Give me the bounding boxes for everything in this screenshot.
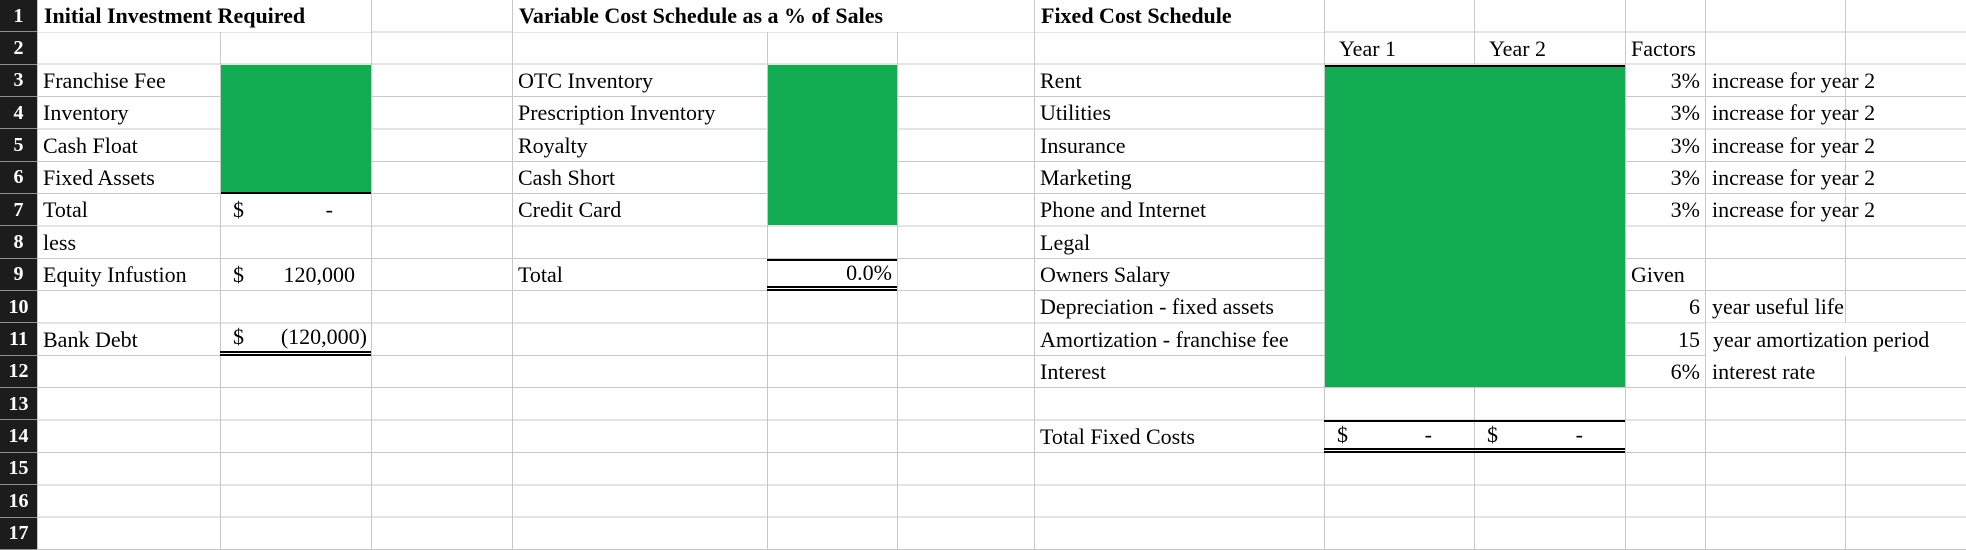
cell-j9-owners-salary-factor[interactable]: Given	[1631, 261, 1685, 287]
highlight-range-b3-b6[interactable]	[221, 64, 371, 195]
cell-b9-equity-value[interactable]: $ 120,000	[220, 259, 371, 291]
cell-g1-fixed-cost-title[interactable]: Fixed Cost Schedule	[1035, 0, 1324, 33]
row-header-11[interactable]: 11	[0, 323, 37, 356]
cell-g12-interest[interactable]: Interest	[1040, 358, 1106, 384]
cell-d3-otc-inventory[interactable]: OTC Inventory	[518, 67, 654, 93]
cell-j6-marketing-factor[interactable]: 3%	[1670, 164, 1700, 190]
currency-symbol: $	[233, 197, 244, 223]
currency-symbol: $	[233, 324, 244, 350]
cell-b11-bank-debt-value[interactable]: $ (120,000)	[220, 323, 371, 356]
cell-j4-utilities-factor[interactable]: 3%	[1670, 100, 1700, 126]
cell-d7-credit-card[interactable]: Credit Card	[518, 197, 622, 223]
row-header-5[interactable]: 5	[0, 129, 37, 162]
cell-d4-prescription-inventory[interactable]: Prescription Inventory	[518, 100, 716, 126]
amount: 120,000	[283, 261, 356, 287]
cell-k10-depreciation-note[interactable]: year useful life	[1712, 294, 1844, 320]
cell-k7-phone-note[interactable]: increase for year 2	[1712, 197, 1876, 223]
cell-e9-total-percent[interactable]: 0.0%	[767, 258, 897, 292]
row-header-3[interactable]: 3	[0, 64, 37, 98]
cell-a7-total[interactable]: Total	[43, 197, 88, 223]
cell-b7-total-value[interactable]: $ -	[220, 194, 371, 226]
cell-d9-total[interactable]: Total	[518, 261, 563, 287]
row-header-4[interactable]: 4	[0, 97, 37, 130]
cell-g9-owners-salary[interactable]: Owners Salary	[1040, 261, 1171, 287]
cell-a4-inventory[interactable]: Inventory	[43, 100, 129, 126]
highlight-range-h3-i12[interactable]	[1325, 64, 1625, 388]
cell-g3-rent[interactable]: Rent	[1040, 67, 1082, 93]
cell-j3-rent-factor[interactable]: 3%	[1670, 67, 1700, 93]
cell-k4-utilities-note[interactable]: increase for year 2	[1712, 100, 1876, 126]
amount: -	[1424, 422, 1432, 448]
cell-a1-initial-investment-title[interactable]: Initial Investment Required	[38, 0, 371, 33]
cell-a3-franchise-fee[interactable]: Franchise Fee	[43, 67, 166, 93]
cell-d6-cash-short[interactable]: Cash Short	[518, 164, 616, 190]
row-header-1[interactable]: 1	[0, 0, 37, 33]
cell-g14-total-fixed-costs[interactable]: Total Fixed Costs	[1040, 423, 1195, 449]
cell-j12-interest-factor[interactable]: 6%	[1670, 358, 1700, 384]
cell-g5-insurance[interactable]: Insurance	[1040, 132, 1126, 158]
cell-g11-amortization[interactable]: Amortization - franchise fee	[1040, 326, 1289, 352]
cell-g6-marketing[interactable]: Marketing	[1040, 164, 1132, 190]
row-header-17[interactable]: 17	[0, 517, 37, 550]
currency-symbol: $	[1337, 422, 1348, 448]
cell-k5-insurance-note[interactable]: increase for year 2	[1712, 132, 1876, 158]
cell-d1-variable-cost-title[interactable]: Variable Cost Schedule as a % of Sales	[513, 0, 1034, 33]
cell-h14-total-year1[interactable]: $ -	[1324, 420, 1474, 453]
cell-a5-cash-float[interactable]: Cash Float	[43, 132, 138, 158]
row-header-14[interactable]: 14	[0, 420, 37, 453]
row-header-7[interactable]: 7	[0, 194, 37, 227]
cell-i2-year2-header[interactable]: Year 2	[1489, 35, 1547, 61]
cell-h2-year1-header[interactable]: Year 1	[1339, 35, 1397, 61]
cell-k3-rent-note[interactable]: increase for year 2	[1712, 67, 1876, 93]
cell-a11-bank-debt[interactable]: Bank Debt	[43, 326, 138, 352]
cell-j5-insurance-factor[interactable]: 3%	[1670, 132, 1700, 158]
cell-a9-equity-infusion[interactable]: Equity Infustion	[43, 261, 187, 287]
highlight-range-e3-e7[interactable]	[768, 64, 897, 226]
currency-symbol: $	[233, 261, 244, 287]
amount: (120,000)	[280, 324, 367, 350]
row-header-15[interactable]: 15	[0, 452, 37, 486]
row-header-2[interactable]: 2	[0, 32, 37, 65]
cell-g8-legal[interactable]: Legal	[1040, 229, 1091, 255]
cell-j10-depreciation-factor[interactable]: 6	[1689, 294, 1700, 320]
cell-g10-depreciation[interactable]: Depreciation - fixed assets	[1040, 294, 1274, 320]
cell-a6-fixed-assets[interactable]: Fixed Assets	[43, 164, 155, 190]
cell-j7-phone-factor[interactable]: 3%	[1670, 197, 1700, 223]
row-header-8[interactable]: 8	[0, 226, 37, 259]
cell-g4-utilities[interactable]: Utilities	[1040, 100, 1111, 126]
row-header-16[interactable]: 16	[0, 485, 37, 518]
cell-j11-amortization-factor[interactable]: 15	[1678, 326, 1700, 352]
cell-d5-royalty[interactable]: Royalty	[518, 132, 588, 158]
row-header-10[interactable]: 10	[0, 291, 37, 324]
cell-k6-marketing-note[interactable]: increase for year 2	[1712, 164, 1876, 190]
row-header-9[interactable]: 9	[0, 258, 37, 292]
row-header-12[interactable]: 12	[0, 355, 37, 389]
amount: -	[325, 197, 333, 223]
amount: -	[1575, 422, 1583, 448]
currency-symbol: $	[1487, 422, 1498, 448]
row-header-6[interactable]: 6	[0, 161, 37, 195]
cell-j2-factors-header[interactable]: Factors	[1631, 35, 1696, 61]
row-header-13[interactable]: 13	[0, 388, 37, 421]
cell-a8-less[interactable]: less	[43, 229, 76, 255]
cell-k11-amortization-note[interactable]: year amortization period	[1706, 323, 1966, 356]
cell-g7-phone-and-internet[interactable]: Phone and Internet	[1040, 197, 1207, 223]
cell-k12-interest-note[interactable]: interest rate	[1712, 358, 1816, 384]
cell-i14-total-year2[interactable]: $ -	[1474, 420, 1625, 453]
